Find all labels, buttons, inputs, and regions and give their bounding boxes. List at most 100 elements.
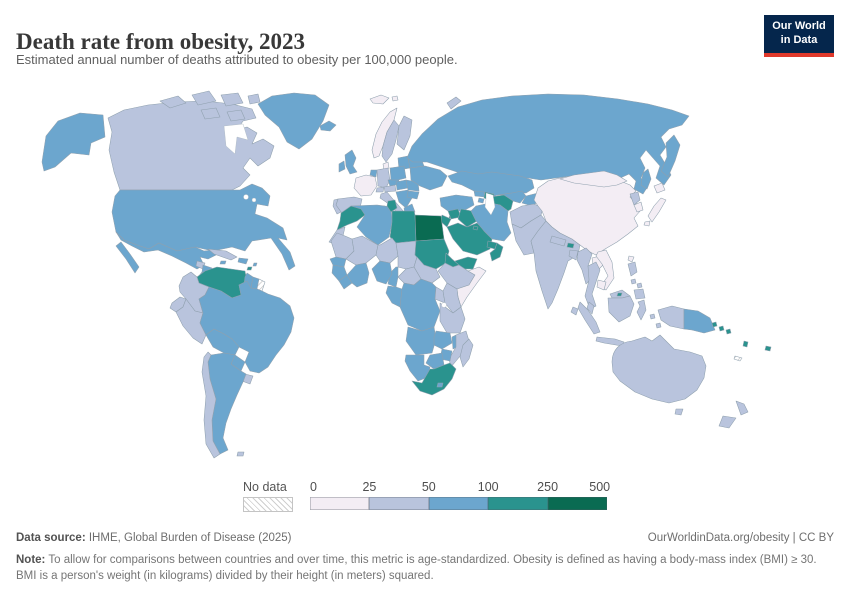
legend-bin-50-100[interactable] xyxy=(428,497,489,510)
region-indonesia[interactable] xyxy=(595,336,625,347)
region-kazakhstan[interactable] xyxy=(447,170,535,198)
region-philippines[interactable] xyxy=(633,288,646,300)
region-brunei[interactable] xyxy=(616,292,623,297)
region-indonesia[interactable] xyxy=(655,322,662,329)
region-kuwait[interactable] xyxy=(472,225,479,231)
region-georgia[interactable] xyxy=(473,190,486,198)
region-hispaniola[interactable] xyxy=(237,257,249,265)
region-australia[interactable] xyxy=(674,408,684,416)
region-egypt[interactable] xyxy=(414,214,445,242)
region-oman[interactable] xyxy=(489,242,504,262)
owid-logo[interactable]: Our World in Data xyxy=(764,15,834,57)
region-new-zealand[interactable] xyxy=(735,400,749,416)
region-iran[interactable] xyxy=(470,202,512,242)
region-portugal[interactable] xyxy=(332,198,342,215)
region-arctic-islands[interactable] xyxy=(200,107,221,120)
region-sweden[interactable] xyxy=(381,119,400,163)
region-lesotho[interactable] xyxy=(436,382,444,388)
region-alaska[interactable] xyxy=(41,112,106,172)
region-japan[interactable] xyxy=(653,182,666,194)
region-angola[interactable] xyxy=(405,326,437,356)
region-north-korea[interactable] xyxy=(629,191,641,206)
region-indonesia[interactable] xyxy=(577,301,601,335)
region-armenia[interactable] xyxy=(477,197,485,204)
region-bangladesh[interactable] xyxy=(568,249,579,261)
region-uk[interactable] xyxy=(344,149,358,175)
region-lesser-antilles[interactable] xyxy=(252,262,258,267)
region-indonesia[interactable] xyxy=(649,313,656,320)
region-switzerland[interactable] xyxy=(375,186,385,193)
region-senegal[interactable] xyxy=(329,256,347,268)
region-france[interactable] xyxy=(353,174,378,197)
region-sudan[interactable] xyxy=(414,238,450,270)
region-russia[interactable] xyxy=(640,168,652,190)
region-canada[interactable] xyxy=(107,100,275,191)
region-solomon[interactable] xyxy=(718,325,725,332)
region-gabon-congo[interactable] xyxy=(385,285,403,308)
region-south-korea[interactable] xyxy=(633,201,644,213)
region-mexico[interactable] xyxy=(115,241,140,274)
region-arctic-islands[interactable] xyxy=(191,90,217,106)
region-ireland[interactable] xyxy=(338,160,346,173)
region-malaysia[interactable] xyxy=(586,301,595,315)
region-vanuatu[interactable] xyxy=(742,340,749,348)
region-svalbard[interactable] xyxy=(391,95,399,102)
region-australia[interactable] xyxy=(611,334,707,404)
region-solomon[interactable] xyxy=(725,328,732,335)
owid-url-link[interactable]: OurWorldinData.org/obesity | CC BY xyxy=(647,532,834,544)
region-nigeria[interactable] xyxy=(371,260,393,285)
region-philippines[interactable] xyxy=(636,282,643,289)
region-bulgaria[interactable] xyxy=(406,190,420,200)
region-novaya-zemlya[interactable] xyxy=(446,96,462,110)
region-sri-lanka[interactable] xyxy=(570,306,579,316)
region-nepal[interactable] xyxy=(549,235,567,247)
region-ivory-ghana[interactable] xyxy=(346,262,370,288)
region-greenland[interactable] xyxy=(257,92,330,150)
region-svalbard[interactable] xyxy=(369,94,390,105)
region-fiji[interactable] xyxy=(764,345,772,352)
region-new-caledonia[interactable] xyxy=(733,355,743,362)
legend-bin-0-25[interactable] xyxy=(310,497,370,510)
region-bolivia[interactable] xyxy=(205,328,240,356)
region-arctic-islands[interactable] xyxy=(226,109,246,122)
region-png[interactable] xyxy=(683,308,716,334)
region-south-africa[interactable] xyxy=(411,362,457,396)
region-germany[interactable] xyxy=(376,167,391,189)
region-taiwan[interactable] xyxy=(627,255,635,263)
region-iceland[interactable] xyxy=(319,120,337,132)
legend-bin-250-500[interactable] xyxy=(547,497,608,510)
region-arctic-islands[interactable] xyxy=(159,95,187,109)
region-dr-congo[interactable] xyxy=(399,278,441,332)
region-finland[interactable] xyxy=(396,115,413,151)
region-falkland[interactable] xyxy=(236,451,245,457)
region-philippines[interactable] xyxy=(627,261,638,277)
region-bhutan[interactable] xyxy=(566,242,575,249)
region-tunisia[interactable] xyxy=(386,199,398,213)
region-turkey[interactable] xyxy=(439,194,475,212)
region-ukraine[interactable] xyxy=(409,165,448,191)
region-cameroon[interactable] xyxy=(387,266,399,288)
region-benelux[interactable] xyxy=(369,169,378,178)
region-zambia[interactable] xyxy=(433,330,453,350)
region-cuba[interactable] xyxy=(207,248,238,261)
region-indonesia[interactable] xyxy=(607,295,635,323)
legend-bin-100-250[interactable] xyxy=(488,497,548,510)
region-chad[interactable] xyxy=(395,240,418,270)
region-madagascar[interactable] xyxy=(459,338,474,368)
region-japan[interactable] xyxy=(643,220,651,227)
region-japan[interactable] xyxy=(647,197,667,223)
region-tanzania[interactable] xyxy=(439,302,466,334)
region-mozambique[interactable] xyxy=(448,330,470,368)
region-poland[interactable] xyxy=(389,165,407,181)
region-libya[interactable] xyxy=(389,210,417,244)
region-trinidad[interactable] xyxy=(246,266,253,271)
region-chile[interactable] xyxy=(201,351,221,459)
region-philippines[interactable] xyxy=(630,278,637,285)
region-cambodia[interactable] xyxy=(596,279,607,291)
region-indonesia[interactable] xyxy=(636,299,647,321)
region-thailand[interactable] xyxy=(584,261,601,310)
region-arctic-islands[interactable] xyxy=(220,92,244,107)
region-russia[interactable] xyxy=(660,134,681,178)
legend-no-data-swatch[interactable] xyxy=(243,497,293,512)
region-mongolia[interactable] xyxy=(559,170,628,188)
